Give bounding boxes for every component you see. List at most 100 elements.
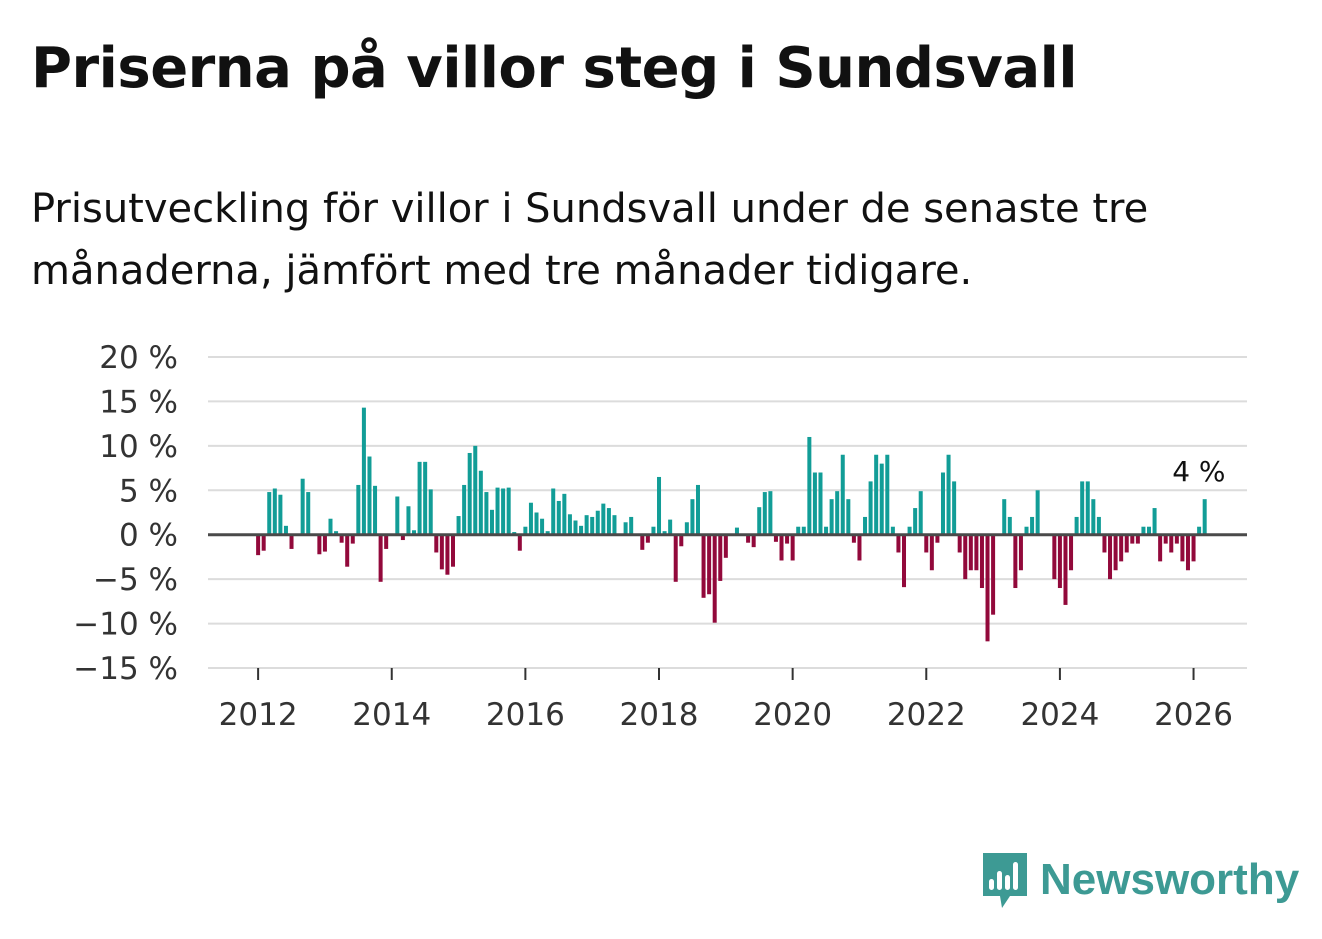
x-tick-label: 2012 — [219, 697, 298, 733]
bar — [824, 526, 829, 535]
bar — [874, 454, 879, 535]
y-axis-ticks: 20 % 15 % 10 % 5 % 0 % −5 % −10 % −15 % — [73, 340, 178, 687]
bar — [445, 534, 450, 575]
bar — [517, 534, 522, 551]
bar — [1163, 534, 1168, 544]
bar — [1052, 534, 1057, 580]
bar — [946, 454, 951, 535]
bar — [851, 534, 856, 543]
bar — [495, 487, 500, 535]
bar — [1018, 534, 1023, 571]
bar — [657, 476, 662, 535]
bar — [1169, 534, 1174, 553]
bar — [1102, 534, 1107, 553]
bar — [818, 472, 823, 535]
bar — [489, 509, 494, 535]
bar — [1091, 499, 1096, 535]
bar — [762, 492, 767, 535]
bar — [562, 493, 567, 535]
bar — [534, 512, 539, 535]
newsworthy-logo-text: Newsworthy — [1040, 855, 1300, 904]
bar — [434, 534, 439, 553]
bar — [991, 534, 996, 615]
bar — [506, 487, 511, 535]
bar — [428, 489, 433, 535]
bar — [1096, 516, 1101, 535]
bar — [935, 534, 940, 543]
bar — [378, 534, 383, 582]
bar — [1024, 526, 1029, 535]
bar — [707, 534, 712, 595]
bar — [673, 534, 678, 582]
bar — [1135, 534, 1140, 544]
bar — [885, 454, 890, 535]
bar — [317, 534, 322, 555]
bar — [1030, 516, 1035, 535]
bar — [406, 506, 411, 535]
x-tick-label: 2022 — [887, 697, 966, 733]
bar — [1191, 534, 1196, 562]
bar — [528, 502, 533, 535]
bar — [1130, 534, 1135, 544]
bar — [573, 520, 578, 535]
bar — [1085, 481, 1090, 535]
newsworthy-logo[interactable]: Newsworthy — [980, 850, 1299, 910]
bar — [846, 499, 851, 535]
bar — [334, 531, 339, 535]
bar — [272, 488, 277, 535]
x-tick-label: 2020 — [753, 697, 832, 733]
bar — [690, 499, 695, 535]
bar — [590, 516, 595, 535]
bar — [467, 452, 472, 535]
bar — [300, 478, 305, 535]
bar — [1197, 526, 1202, 535]
bar — [662, 531, 667, 535]
bar-chart: 20 %15 %10 %5 %0 %−5 %−10 %−15 % 2012 201… — [73, 340, 1247, 733]
x-axis-ticks: 2012 2014 2016 2018 2020 2022 2024 2026 — [219, 668, 1233, 733]
x-tick-label: 2014 — [352, 697, 431, 733]
bar — [1080, 481, 1085, 535]
bar — [940, 472, 945, 535]
bar — [801, 526, 806, 535]
bar — [523, 526, 528, 535]
x-tick-label: 2024 — [1020, 697, 1099, 733]
bar — [595, 510, 600, 535]
bar — [484, 492, 489, 535]
bar — [957, 534, 962, 553]
bar — [701, 534, 706, 598]
bar — [879, 463, 884, 535]
bar — [261, 534, 266, 551]
bar — [963, 534, 968, 580]
bar — [456, 516, 461, 535]
bar — [1113, 534, 1118, 571]
bar — [1002, 499, 1007, 535]
bar — [840, 454, 845, 535]
bar — [712, 534, 717, 623]
bar — [890, 526, 895, 535]
chart-title: Priserna på villor steg i Sundsvall — [31, 36, 1078, 101]
bar — [1180, 534, 1185, 562]
bar — [1174, 534, 1179, 544]
bar — [395, 496, 400, 535]
y-tick-label: 10 % — [99, 429, 178, 465]
bar — [367, 456, 372, 535]
bar — [835, 491, 840, 535]
bar — [412, 530, 417, 535]
bar — [985, 534, 990, 642]
bar — [1152, 508, 1157, 535]
bar — [551, 488, 556, 535]
bar — [350, 534, 355, 544]
bar — [567, 514, 572, 535]
bar — [423, 461, 428, 535]
bar — [968, 534, 973, 571]
y-tick-label: 0 % — [119, 518, 178, 554]
bar — [913, 508, 918, 535]
bar — [345, 534, 350, 567]
bar — [651, 526, 656, 535]
bar — [328, 518, 333, 535]
bar — [979, 534, 984, 589]
y-tick-label: −10 % — [73, 607, 178, 643]
bar — [623, 522, 628, 535]
bar — [462, 484, 467, 535]
y-tick-label: 20 % — [99, 340, 178, 376]
